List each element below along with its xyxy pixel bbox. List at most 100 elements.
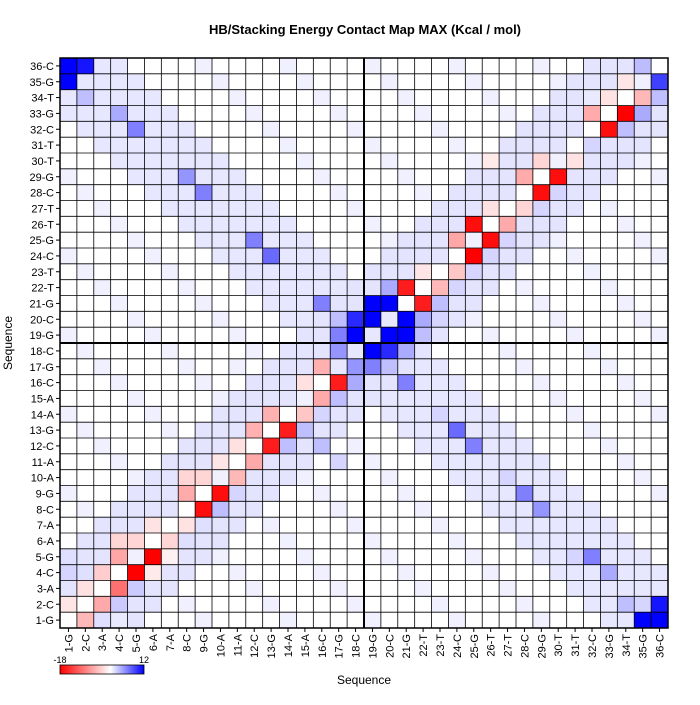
heatmap-cell-8-35 bbox=[634, 501, 652, 518]
heatmap-cell-16-14 bbox=[279, 374, 297, 391]
heatmap-cell-11-3 bbox=[93, 453, 111, 470]
heatmap-cell-11-30 bbox=[549, 453, 567, 470]
heatmap-cell-23-35 bbox=[634, 263, 652, 280]
heatmap-cell-33-29 bbox=[532, 105, 550, 122]
heatmap-cell-13-7 bbox=[161, 422, 179, 439]
heatmap-cell-16-22 bbox=[414, 374, 432, 391]
heatmap-cell-36-36 bbox=[651, 58, 669, 75]
heatmap-cell-18-36 bbox=[651, 343, 669, 360]
x-tick-label: 16-C bbox=[317, 634, 329, 658]
heatmap-cell-31-21 bbox=[397, 137, 415, 154]
heatmap-cell-33-34 bbox=[617, 105, 635, 122]
heatmap-cell-2-23 bbox=[431, 596, 449, 613]
heatmap-cell-29-20 bbox=[380, 168, 398, 185]
heatmap-cell-1-22 bbox=[414, 612, 432, 629]
heatmap-cell-20-26 bbox=[482, 311, 500, 328]
heatmap-cell-1-24 bbox=[448, 612, 466, 629]
heatmap-cell-23-28 bbox=[516, 263, 534, 280]
heatmap-cell-32-34 bbox=[617, 121, 635, 138]
heatmap-cell-27-13 bbox=[262, 200, 280, 217]
heatmap-cell-26-12 bbox=[245, 216, 263, 233]
heatmap-cell-27-14 bbox=[279, 200, 297, 217]
heatmap-cell-6-25 bbox=[465, 533, 483, 550]
heatmap-cell-19-33 bbox=[600, 327, 618, 344]
heatmap-cell-10-25 bbox=[465, 469, 483, 486]
heatmap-cell-35-23 bbox=[431, 73, 449, 90]
heatmap-cell-28-5 bbox=[127, 184, 145, 201]
heatmap-cell-27-8 bbox=[178, 200, 196, 217]
heatmap-cell-5-26 bbox=[482, 548, 500, 565]
heatmap-cell-22-35 bbox=[634, 279, 652, 296]
heatmap-cell-27-7 bbox=[161, 200, 179, 217]
heatmap-cell-9-30 bbox=[549, 485, 567, 502]
heatmap-cell-19-17 bbox=[330, 327, 348, 344]
heatmap-cell-33-27 bbox=[499, 105, 517, 122]
heatmap-cell-1-17 bbox=[330, 612, 348, 629]
heatmap-cell-29-13 bbox=[262, 168, 280, 185]
heatmap-cell-31-22 bbox=[414, 137, 432, 154]
heatmap-cell-19-6 bbox=[144, 327, 162, 344]
heatmap-cell-13-17 bbox=[330, 422, 348, 439]
heatmap-cell-9-11 bbox=[228, 485, 246, 502]
heatmap-cell-12-23 bbox=[431, 438, 449, 455]
heatmap-cell-11-20 bbox=[380, 453, 398, 470]
heatmap-cell-20-33 bbox=[600, 311, 618, 328]
heatmap-cell-5-3 bbox=[93, 548, 111, 565]
y-tick-label: 9-G bbox=[36, 488, 54, 500]
heatmap-cell-28-4 bbox=[110, 184, 128, 201]
heatmap-cell-34-16 bbox=[313, 89, 331, 106]
heatmap-cell-23-2 bbox=[76, 263, 94, 280]
heatmap-cell-11-33 bbox=[600, 453, 618, 470]
heatmap-cell-11-25 bbox=[465, 453, 483, 470]
heatmap-cell-20-6 bbox=[144, 311, 162, 328]
heatmap-cell-16-26 bbox=[482, 374, 500, 391]
heatmap-cell-12-8 bbox=[178, 438, 196, 455]
heatmap-cell-19-34 bbox=[617, 327, 635, 344]
heatmap-cell-29-16 bbox=[313, 168, 331, 185]
heatmap-cell-15-36 bbox=[651, 390, 669, 407]
heatmap-cell-36-4 bbox=[110, 58, 128, 75]
heatmap-cell-23-15 bbox=[296, 263, 314, 280]
heatmap-cell-8-8 bbox=[178, 501, 196, 518]
heatmap-cell-36-13 bbox=[262, 58, 280, 75]
heatmap-cell-3-34 bbox=[617, 580, 635, 597]
heatmap-cell-8-10 bbox=[212, 501, 230, 518]
heatmap-cell-24-18 bbox=[347, 248, 365, 265]
heatmap-cell-30-15 bbox=[296, 153, 314, 170]
heatmap-cell-26-33 bbox=[600, 216, 618, 233]
heatmap-cell-17-15 bbox=[296, 358, 314, 375]
heatmap-cell-23-17 bbox=[330, 263, 348, 280]
heatmap-cell-31-11 bbox=[228, 137, 246, 154]
heatmap-cell-13-15 bbox=[296, 422, 314, 439]
heatmap-cell-15-25 bbox=[465, 390, 483, 407]
heatmap-cell-3-5 bbox=[127, 580, 145, 597]
heatmap-cell-9-7 bbox=[161, 485, 179, 502]
y-tick-label: 7-A bbox=[37, 520, 55, 532]
heatmap-cell-26-1 bbox=[60, 216, 78, 233]
heatmap-cell-15-10 bbox=[212, 390, 230, 407]
heatmap-cell-33-17 bbox=[330, 105, 348, 122]
heatmap-cell-10-18 bbox=[347, 469, 365, 486]
heatmap-cell-15-29 bbox=[532, 390, 550, 407]
heatmap-cell-3-9 bbox=[195, 580, 213, 597]
heatmap-cell-23-36 bbox=[651, 263, 669, 280]
heatmap-cell-17-26 bbox=[482, 358, 500, 375]
heatmap-cell-36-24 bbox=[448, 58, 466, 75]
heatmap-cell-24-32 bbox=[583, 248, 601, 265]
colorbar-max-label: 12 bbox=[139, 655, 149, 665]
heatmap-cell-36-16 bbox=[313, 58, 331, 75]
heatmap-cell-5-19 bbox=[364, 548, 382, 565]
heatmap-cell-12-22 bbox=[414, 438, 432, 455]
heatmap-cell-15-26 bbox=[482, 390, 500, 407]
heatmap-cell-3-29 bbox=[532, 580, 550, 597]
heatmap-cell-34-6 bbox=[144, 89, 162, 106]
heatmap-cell-20-32 bbox=[583, 311, 601, 328]
heatmap-cell-3-32 bbox=[583, 580, 601, 597]
heatmap-cell-26-31 bbox=[566, 216, 584, 233]
heatmap-cell-26-10 bbox=[212, 216, 230, 233]
heatmap-cell-23-8 bbox=[178, 263, 196, 280]
heatmap-cell-25-8 bbox=[178, 232, 196, 249]
heatmap-cell-16-4 bbox=[110, 374, 128, 391]
heatmap-cell-36-20 bbox=[380, 58, 398, 75]
heatmap-cell-10-19 bbox=[364, 469, 382, 486]
